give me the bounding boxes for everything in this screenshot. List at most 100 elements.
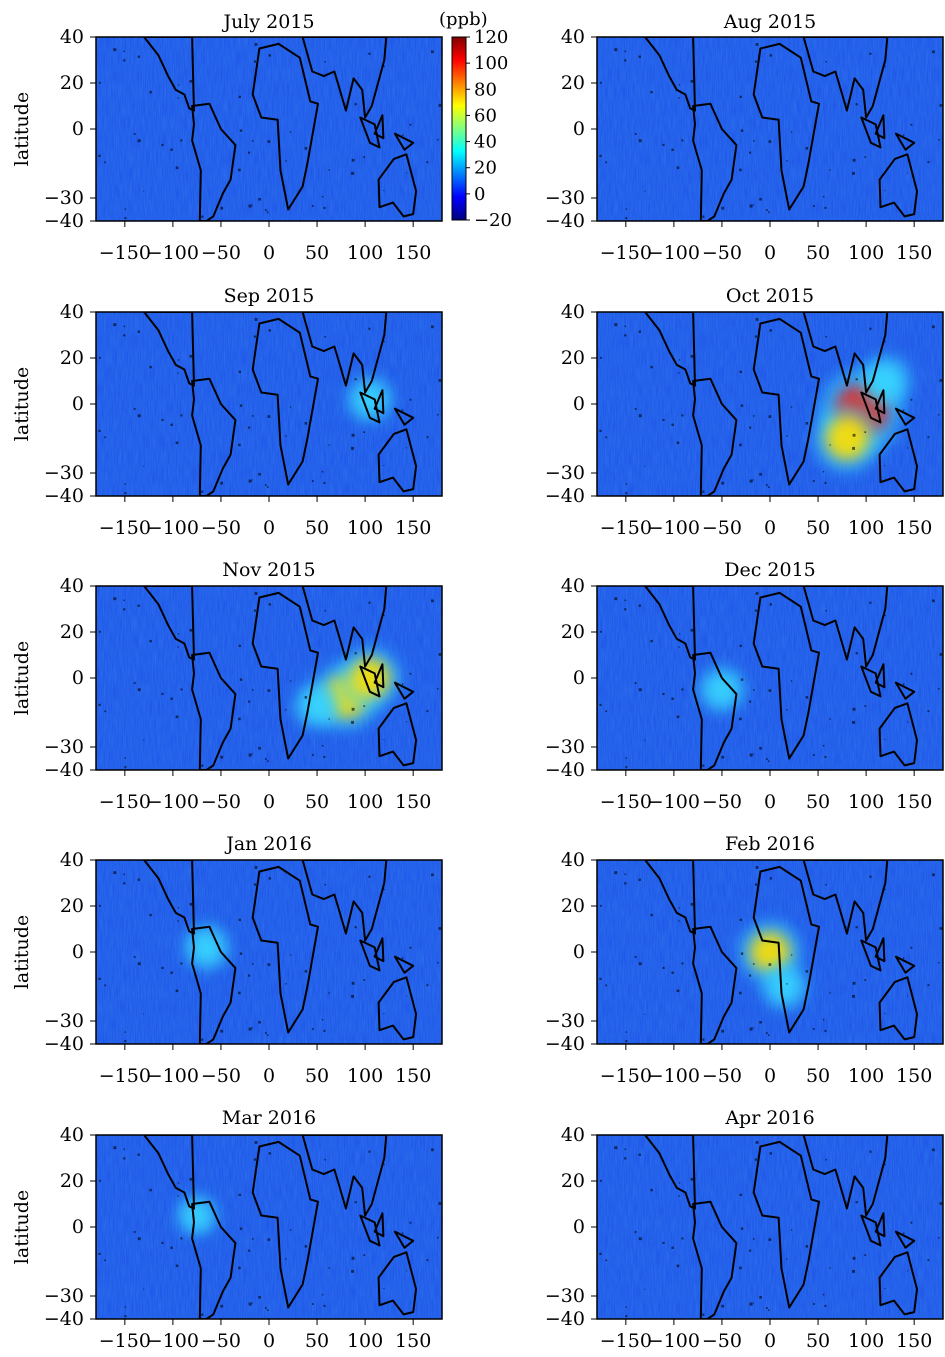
x-tick-label: −150: [99, 517, 151, 539]
speckle: [180, 139, 183, 142]
speckle: [253, 1158, 257, 1161]
speckle: [406, 1270, 408, 1272]
speckle: [678, 1182, 681, 1184]
speckle: [268, 877, 271, 880]
speckle: [671, 148, 674, 151]
speckle: [170, 1246, 173, 1249]
y-tick-label: 20: [561, 1170, 585, 1192]
speckle: [938, 413, 940, 416]
coastline: [644, 1135, 696, 1210]
coastline: [874, 663, 886, 689]
speckle: [599, 356, 602, 359]
speckle: [768, 140, 772, 143]
x-tick-label: 100: [347, 242, 383, 264]
speckle: [438, 1202, 442, 1205]
speckle: [829, 444, 831, 446]
speckle: [907, 1270, 909, 1272]
speckle: [634, 133, 637, 135]
speckle: [902, 134, 905, 136]
speckle: [113, 48, 117, 52]
y-tick-label: 20: [561, 347, 585, 369]
speckle: [137, 139, 141, 143]
coastline: [692, 925, 738, 1044]
speckle: [267, 963, 271, 966]
speckle: [268, 329, 271, 332]
coastline: [301, 37, 388, 119]
speckle: [289, 954, 292, 956]
x-tick-label: 0: [263, 791, 275, 813]
speckle: [702, 1313, 705, 1316]
speckle: [311, 1303, 314, 1305]
coastline: [644, 860, 696, 935]
x-tick-label: 0: [764, 1330, 776, 1352]
speckle: [676, 715, 680, 719]
speckle: [864, 156, 867, 158]
speckle: [829, 718, 831, 720]
speckle: [201, 490, 204, 493]
speckle: [681, 414, 684, 417]
colorbar-tick-label: 120: [474, 27, 508, 48]
speckle: [137, 878, 140, 881]
speckle: [852, 433, 856, 437]
x-tick-label: 100: [347, 517, 383, 539]
speckle: [624, 334, 627, 337]
speckle: [431, 325, 434, 329]
speckle: [238, 644, 241, 648]
speckle: [765, 1032, 768, 1034]
speckle: [767, 1034, 770, 1036]
y-tick-label: 40: [561, 301, 585, 323]
speckle: [383, 189, 385, 192]
speckle: [149, 913, 152, 917]
speckle: [321, 744, 324, 747]
y-tick-label: 20: [60, 621, 84, 643]
hotspot: [183, 1202, 210, 1229]
speckle: [406, 172, 408, 174]
speckle: [907, 447, 909, 449]
map-texture: [597, 1135, 943, 1319]
y-tick-label: −30: [545, 462, 585, 484]
coastline: [894, 407, 916, 426]
speckle: [251, 1027, 253, 1029]
panel-title: Aug 2015: [723, 11, 817, 33]
speckle: [769, 877, 772, 880]
x-tick-label: −50: [702, 791, 742, 813]
speckle: [625, 1040, 628, 1043]
speckle: [177, 646, 179, 648]
x-tick-label: 150: [395, 1330, 431, 1352]
speckle: [749, 426, 752, 429]
map-texture: [597, 586, 943, 770]
coastline: [359, 665, 381, 698]
speckle: [624, 873, 627, 876]
x-tick-label: −100: [147, 1330, 199, 1352]
coastline: [191, 925, 237, 1044]
speckle: [864, 1254, 867, 1256]
speckle: [644, 1013, 646, 1015]
speckle: [765, 484, 768, 486]
speckle: [650, 365, 653, 369]
x-tick-label: 150: [896, 1065, 932, 1087]
speckle: [383, 464, 385, 467]
speckle: [285, 435, 287, 437]
speckle: [759, 1020, 762, 1024]
speckle: [768, 1238, 772, 1241]
speckle: [752, 963, 755, 965]
speckle: [864, 431, 867, 433]
map-field: [96, 37, 442, 221]
speckle: [98, 81, 101, 84]
hotspot: [825, 417, 869, 460]
speckle: [624, 599, 627, 602]
speckle: [426, 161, 429, 164]
speckle: [855, 378, 858, 381]
speckle: [406, 447, 408, 449]
hotspot: [769, 971, 800, 1002]
speckle: [137, 604, 140, 607]
speckle: [238, 95, 241, 99]
speckle: [638, 1237, 642, 1241]
speckle: [739, 1266, 742, 1270]
speckle: [638, 604, 641, 607]
speckle: [902, 683, 905, 685]
coastline: [393, 407, 415, 426]
speckle: [869, 52, 872, 55]
speckle: [939, 653, 943, 656]
x-tick-label: 150: [395, 791, 431, 813]
